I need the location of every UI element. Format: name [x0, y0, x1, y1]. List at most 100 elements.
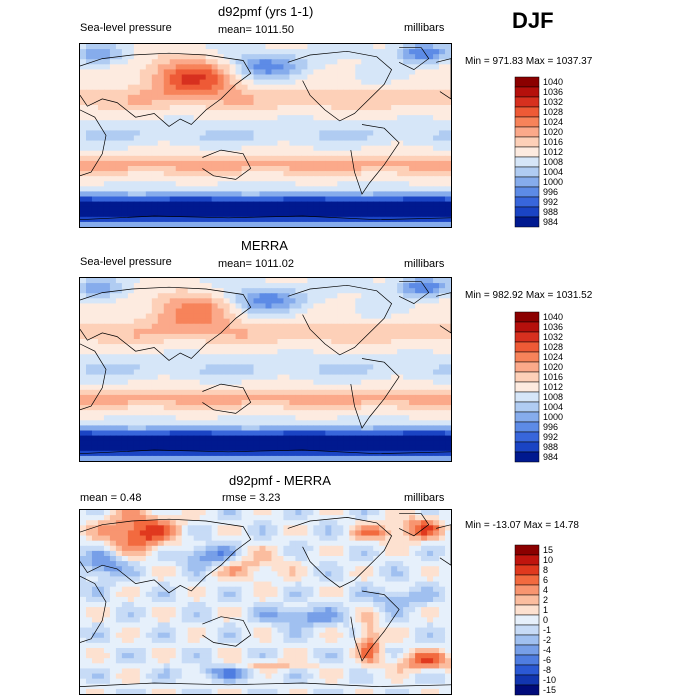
field-cell [175, 540, 183, 547]
field-cell [439, 445, 446, 452]
field-cell [181, 515, 189, 521]
field-cell [343, 211, 350, 218]
field-cell [217, 535, 225, 542]
field-cell [139, 389, 147, 396]
field-cell [169, 450, 177, 457]
field-cell [205, 135, 213, 142]
field-cell [319, 74, 326, 81]
field-cell [391, 318, 398, 325]
field-cell [199, 394, 207, 401]
field-cell [127, 130, 135, 137]
field-cell [80, 323, 87, 330]
field-cell [403, 160, 410, 167]
field-cell [337, 191, 344, 198]
field-cell [175, 49, 183, 55]
field-cell [121, 455, 129, 461]
field-cell [151, 181, 159, 187]
field-cell [109, 89, 117, 96]
field-cell [421, 445, 428, 452]
field-cell [259, 430, 267, 437]
field-cell [103, 545, 111, 552]
field-cell [295, 394, 302, 401]
field-cell [313, 308, 320, 315]
field-cell [151, 445, 159, 452]
field-cell [181, 339, 189, 345]
field-cell [157, 150, 165, 157]
field-cell [193, 515, 201, 521]
field-cell [355, 298, 362, 305]
field-cell [187, 201, 195, 208]
field-cell [301, 196, 308, 203]
field-cell [445, 94, 451, 101]
field-cell [127, 333, 135, 340]
field-cell [277, 54, 285, 60]
field-cell [349, 445, 356, 452]
field-cell [211, 79, 219, 86]
field-cell [313, 211, 320, 218]
field-cell [379, 99, 386, 106]
field-cell [211, 166, 219, 172]
field-cell [283, 525, 291, 532]
field-cell [139, 379, 147, 386]
field-cell [247, 145, 255, 152]
field-cell [301, 84, 308, 91]
field-cell [211, 410, 219, 416]
field-cell [157, 115, 165, 121]
field-cell [80, 410, 87, 416]
field-cell [289, 445, 297, 452]
field-cell [163, 389, 171, 396]
field-cell [277, 359, 285, 366]
field-cell [265, 374, 273, 381]
field-cell [175, 216, 183, 223]
field-cell [145, 288, 153, 294]
field-cell [211, 530, 219, 537]
field-cell [80, 191, 87, 198]
field-cell [277, 84, 285, 91]
field-cell [259, 140, 267, 147]
field-cell [361, 181, 368, 187]
field-cell [121, 221, 129, 227]
field-cell [313, 323, 320, 330]
field-cell [235, 69, 243, 76]
field-cell [361, 166, 368, 172]
field-cell [385, 445, 392, 452]
field-cell [331, 221, 338, 227]
field-cell [91, 318, 99, 325]
field-cell [325, 201, 332, 208]
field-cell [85, 94, 93, 101]
field-cell [253, 435, 261, 442]
field-cell [187, 298, 195, 305]
field-cell [325, 405, 332, 411]
field-cell [283, 349, 291, 355]
field-cell [85, 525, 93, 532]
field-cell [211, 328, 219, 335]
field-cell [109, 400, 117, 406]
field-cell [211, 344, 219, 350]
field-cell [175, 435, 183, 442]
field-cell [157, 211, 165, 218]
field-cell [181, 64, 189, 71]
field-cell [115, 191, 123, 198]
field-cell [187, 445, 195, 452]
field-cell [211, 450, 219, 457]
field-cell [163, 166, 171, 172]
field-cell [337, 450, 344, 457]
field-cell [139, 405, 147, 411]
field-cell [235, 535, 243, 542]
field-cell [331, 69, 338, 76]
field-cell [367, 211, 374, 218]
field-cell [445, 328, 451, 335]
field-cell [343, 166, 350, 172]
field-cell [397, 435, 404, 442]
field-cell [127, 125, 135, 132]
field-cell [229, 99, 237, 106]
field-cell [97, 171, 105, 177]
field-cell [193, 510, 201, 516]
field-cell [103, 384, 111, 391]
field-cell [211, 318, 219, 325]
field-cell [103, 49, 111, 55]
season-label: DJF [512, 8, 554, 33]
field-cell [253, 115, 261, 121]
field-cell [253, 445, 261, 452]
field-cell [265, 49, 273, 55]
